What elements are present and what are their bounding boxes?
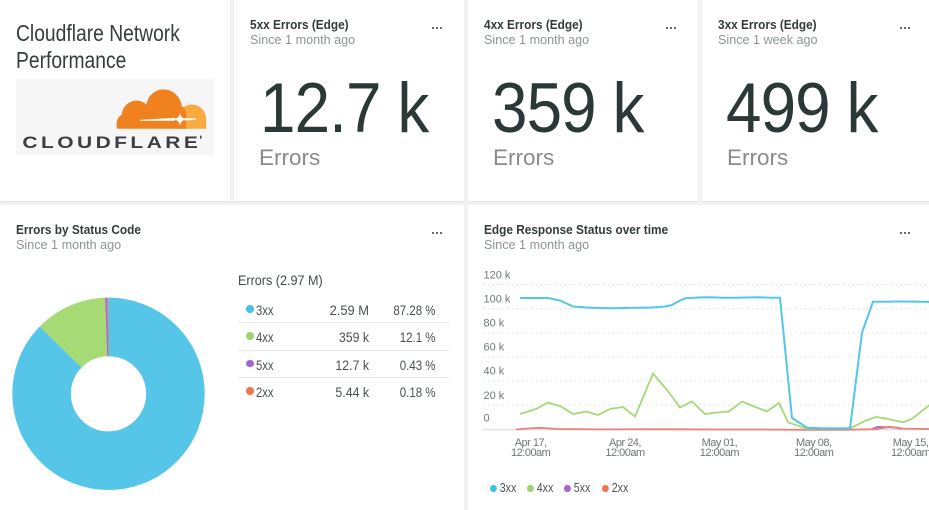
svg-text:100 k: 100 k xyxy=(484,293,511,305)
svg-text:60 k: 60 k xyxy=(484,342,505,354)
svg-text:CLOUDFLARE: CLOUDFLARE xyxy=(22,134,201,153)
svg-text:40 k: 40 k xyxy=(484,366,505,378)
svg-text:0: 0 xyxy=(484,412,490,424)
svg-text:20 k: 20 k xyxy=(484,390,505,402)
svg-text:120 k: 120 k xyxy=(484,269,511,281)
svg-text:80 k: 80 k xyxy=(484,318,505,330)
